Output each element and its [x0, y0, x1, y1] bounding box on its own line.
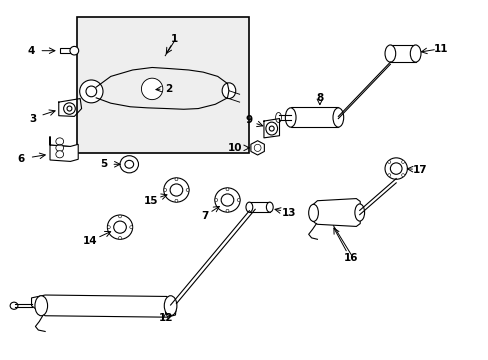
- Ellipse shape: [214, 199, 217, 202]
- Ellipse shape: [384, 158, 407, 179]
- Ellipse shape: [163, 178, 189, 202]
- Ellipse shape: [118, 237, 121, 239]
- Ellipse shape: [56, 138, 63, 145]
- Text: 16: 16: [344, 253, 358, 263]
- Text: 8: 8: [316, 93, 323, 103]
- Ellipse shape: [70, 46, 79, 55]
- Ellipse shape: [170, 184, 183, 196]
- Text: 17: 17: [412, 165, 427, 175]
- Text: 12: 12: [158, 312, 173, 323]
- Ellipse shape: [401, 174, 404, 176]
- Ellipse shape: [332, 108, 343, 127]
- Ellipse shape: [354, 204, 364, 221]
- Ellipse shape: [163, 189, 166, 192]
- Text: 10: 10: [227, 143, 242, 153]
- Ellipse shape: [56, 151, 63, 158]
- Ellipse shape: [63, 103, 75, 114]
- Ellipse shape: [129, 226, 132, 229]
- Ellipse shape: [384, 45, 395, 62]
- Text: 4: 4: [28, 46, 35, 56]
- Ellipse shape: [214, 188, 240, 212]
- Ellipse shape: [409, 45, 420, 62]
- Ellipse shape: [387, 174, 390, 176]
- Ellipse shape: [285, 108, 295, 127]
- Bar: [77, 18, 249, 153]
- Ellipse shape: [269, 126, 274, 131]
- Ellipse shape: [86, 86, 97, 97]
- Ellipse shape: [275, 112, 281, 122]
- Ellipse shape: [118, 215, 121, 218]
- Ellipse shape: [67, 106, 72, 111]
- Bar: [249, 202, 269, 212]
- Ellipse shape: [80, 80, 103, 103]
- Ellipse shape: [266, 202, 273, 212]
- Ellipse shape: [124, 160, 133, 168]
- Ellipse shape: [389, 163, 401, 174]
- Text: 5: 5: [100, 159, 107, 169]
- Ellipse shape: [186, 189, 189, 192]
- Ellipse shape: [164, 296, 177, 316]
- Text: 6: 6: [17, 154, 24, 164]
- Ellipse shape: [120, 156, 138, 173]
- Ellipse shape: [221, 194, 233, 206]
- Ellipse shape: [107, 215, 132, 239]
- Ellipse shape: [308, 204, 318, 221]
- Bar: [290, 108, 338, 127]
- Ellipse shape: [35, 296, 47, 316]
- Text: 3: 3: [29, 113, 37, 123]
- Text: 13: 13: [282, 208, 296, 218]
- Ellipse shape: [225, 209, 228, 212]
- Ellipse shape: [225, 188, 228, 191]
- Text: 11: 11: [433, 44, 448, 54]
- Text: 14: 14: [82, 237, 97, 247]
- Ellipse shape: [10, 302, 18, 309]
- Ellipse shape: [175, 199, 178, 202]
- Ellipse shape: [237, 199, 240, 202]
- Ellipse shape: [114, 221, 126, 233]
- Ellipse shape: [401, 161, 404, 163]
- Ellipse shape: [245, 202, 252, 212]
- Polygon shape: [250, 141, 264, 155]
- Ellipse shape: [56, 144, 63, 152]
- Ellipse shape: [175, 178, 178, 181]
- Ellipse shape: [107, 226, 110, 229]
- Text: 1: 1: [170, 34, 177, 44]
- Ellipse shape: [141, 78, 163, 100]
- Polygon shape: [312, 199, 360, 226]
- Ellipse shape: [265, 122, 277, 135]
- Text: 7: 7: [201, 211, 208, 221]
- Text: 15: 15: [143, 196, 158, 206]
- Ellipse shape: [222, 83, 235, 99]
- Polygon shape: [50, 136, 78, 161]
- Ellipse shape: [254, 144, 261, 152]
- Bar: [389, 45, 415, 62]
- Polygon shape: [31, 295, 176, 317]
- Text: 9: 9: [245, 115, 252, 125]
- Ellipse shape: [387, 161, 390, 163]
- Text: 2: 2: [165, 84, 172, 94]
- Bar: [60, 48, 73, 53]
